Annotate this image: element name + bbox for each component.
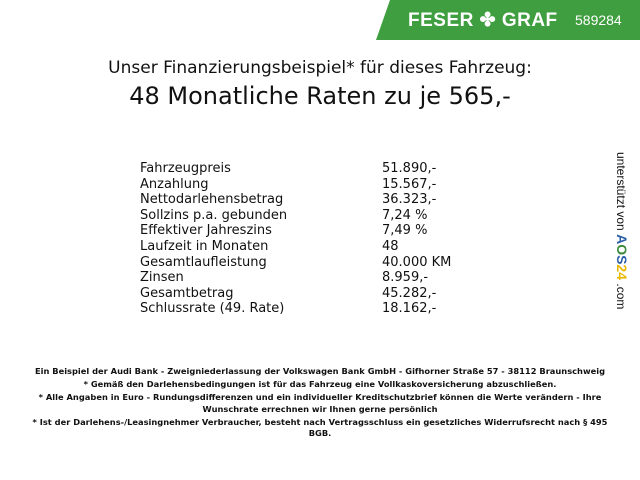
brand-logo: FESER ✤ GRAF [408, 10, 558, 31]
row-value: 40.000 KM [382, 254, 452, 270]
row-label: Fahrzeugpreis [140, 161, 231, 176]
row-value: 8.959,- [382, 270, 429, 286]
row-value: 18.162,- [382, 301, 437, 317]
row-label: Effektiver Jahreszins [140, 223, 272, 239]
table-row: Nettodarlehensbetrag 36.323,- [140, 192, 460, 208]
row-value: 36.323,- [382, 192, 437, 208]
table-row: Sollzins p.a. gebunden 7,24 % [140, 208, 460, 224]
footer-bank: Ein Beispiel der Audi Bank - Zweignieder… [34, 366, 606, 376]
table-row: Fahrzeugpreis 51.890,- [140, 161, 460, 177]
sponsor-text: unterstützt von [614, 152, 628, 231]
row-value: 15.567,- [382, 176, 437, 192]
table-row: Laufzeit in Monaten 48 [140, 239, 460, 255]
footer-euro: * Alle Angaben in Euro - Rundungsdiffere… [38, 392, 602, 414]
table-row: Gesamtlaufleistung 40.000 KM [140, 255, 460, 271]
row-label: Gesamtbetrag [140, 285, 234, 301]
row-label: Laufzeit in Monaten [140, 238, 269, 254]
table-row: Anzahlung 15.567,- [140, 177, 460, 193]
aos24-logo: AOS24 [614, 234, 630, 281]
row-label: Schlussrate (49. Rate) [140, 301, 285, 317]
footer-withdrawal: * Ist der Darlehens-/Leasingnehmer Verbr… [32, 416, 608, 439]
title-line2: 48 Monatliche Raten zu je 565,- [129, 82, 511, 110]
footer-insurance: * Gemäß den Darlehensbedingungen ist für… [83, 379, 557, 389]
row-value: 48 [382, 238, 399, 254]
row-label: Gesamtlaufleistung [140, 254, 267, 270]
row-value: 51.890,- [382, 161, 437, 176]
table-row: Effektiver Jahreszins 7,49 % [140, 223, 460, 239]
legal-footer: Ein Beispiel der Audi Bank - Zweignieder… [30, 366, 610, 441]
row-label: Nettodarlehensbetrag [140, 192, 284, 208]
table-row: Schlussrate (49. Rate) 18.162,- [140, 301, 460, 317]
table-row: Zinsen 8.959,- [140, 270, 460, 286]
sponsor-credit: unterstützt von AOS24 .com [614, 152, 630, 309]
table-row: Gesamtbetrag 45.282,- [140, 286, 460, 302]
row-value: 45.282,- [382, 285, 437, 301]
row-label: Anzahlung [140, 176, 209, 192]
row-value: 7,49 % [382, 223, 428, 239]
brand-banner [376, 0, 640, 40]
row-value: 7,24 % [382, 207, 428, 223]
sponsor-domain: .com [614, 283, 628, 310]
finance-table: (function(){const d=JSON.parse(document.… [140, 161, 460, 317]
vehicle-code: 589284 [575, 12, 622, 28]
title-line1: Unser Finanzierungsbeispiel* für dieses … [108, 58, 532, 78]
row-label: Zinsen [140, 270, 184, 286]
row-label: Sollzins p.a. gebunden [140, 207, 288, 223]
